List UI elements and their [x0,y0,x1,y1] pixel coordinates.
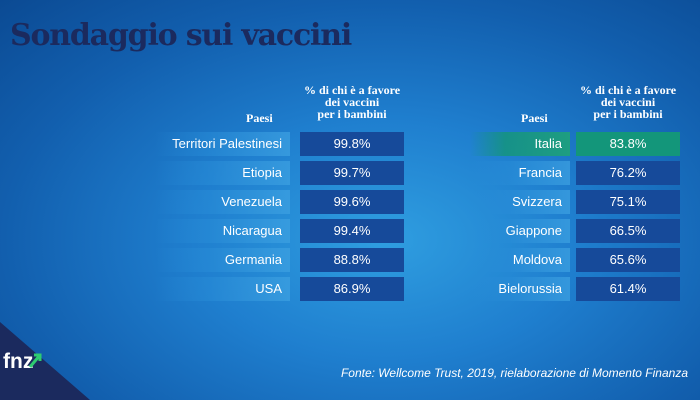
country-label: Etiopia [155,161,290,185]
value-cell: 83.8% [576,132,680,156]
value-cell: 61.4% [576,277,680,301]
value-cell: 75.1% [576,190,680,214]
value-header-line: % di chi è a favore [579,83,677,97]
country-label: Svizzera [470,190,570,214]
country-label: Territori Palestinesi [155,132,290,156]
value-header-line: per i bambini [593,107,663,121]
logo-text: fnz [3,350,33,373]
value-header-right: % di chi è a favore dei vaccini per i ba… [576,84,680,120]
source-note: Fonte: Wellcome Trust, 2019, rielaborazi… [340,366,688,380]
country-label: Venezuela [155,190,290,214]
value-cell: 65.6% [576,248,680,272]
country-label: Moldova [470,248,570,272]
country-label: Nicaragua [155,219,290,243]
value-cell: 76.2% [576,161,680,185]
value-cell: 99.7% [300,161,404,185]
value-cell: 99.8% [300,132,404,156]
value-header-line: per i bambini [317,107,387,121]
country-label: Germania [155,248,290,272]
logo-arrow-icon [28,353,42,368]
countries-header-left: Paesi [246,111,273,125]
country-label: Italia [470,132,570,156]
country-label: Francia [470,161,570,185]
value-header-line: dei vaccini [600,95,656,109]
country-label: USA [155,277,290,301]
value-header-line: % di chi è a favore [303,83,401,97]
value-cell: 99.6% [300,190,404,214]
value-header-line: dei vaccini [324,95,380,109]
page-title: Sondaggio sui vaccini [10,18,352,53]
value-cell: 88.8% [300,248,404,272]
value-cell: 99.4% [300,219,404,243]
country-label: Bielorussia [470,277,570,301]
value-cell: 66.5% [576,219,680,243]
value-cell: 86.9% [300,277,404,301]
logo-triangle [0,322,90,400]
fnz-logo: fnz [0,322,90,400]
country-label: Giappone [470,219,570,243]
value-header-left: % di chi è a favore dei vaccini per i ba… [300,84,404,120]
countries-header-right: Paesi [521,111,548,125]
